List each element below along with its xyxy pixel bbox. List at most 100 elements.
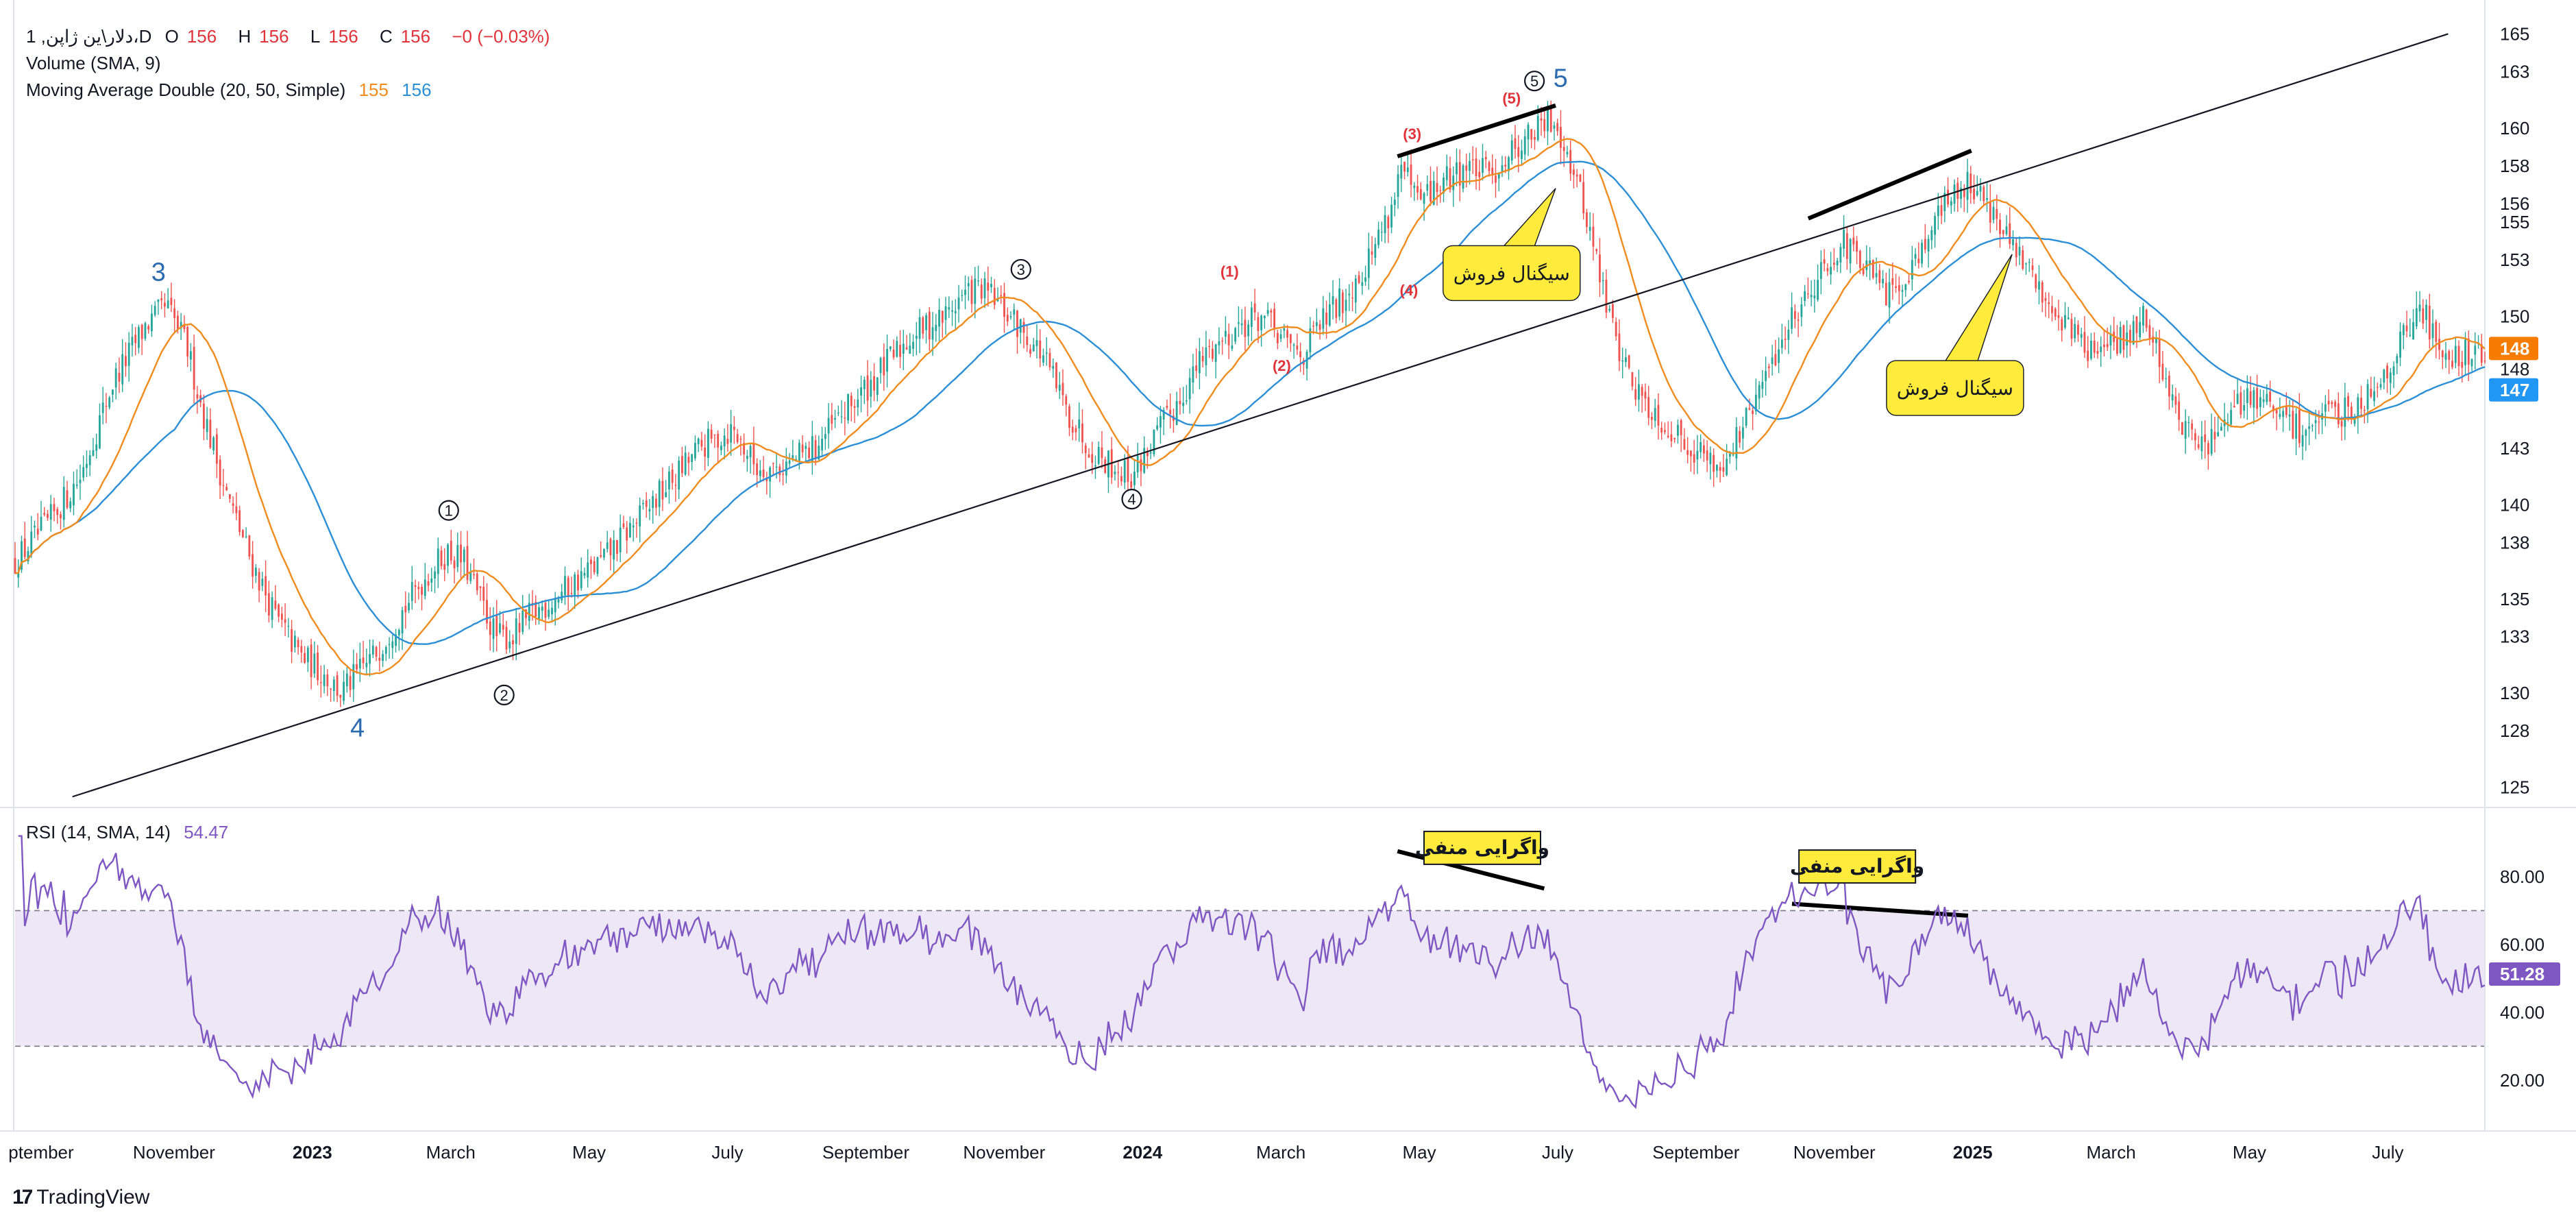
candle-body xyxy=(23,538,26,557)
candle-body xyxy=(1273,308,1276,330)
candle-body xyxy=(1680,420,1682,435)
candle-body xyxy=(785,461,787,476)
candle-body xyxy=(69,501,72,509)
candle-body xyxy=(2074,324,2076,339)
candle-body xyxy=(134,335,137,343)
divergence-lines[interactable] xyxy=(1397,104,1972,918)
candle-body xyxy=(1045,352,1048,354)
candle-body xyxy=(17,572,20,578)
rsi-tick-label: 20.00 xyxy=(2500,1070,2544,1091)
candle-body xyxy=(951,310,953,312)
candle-body xyxy=(140,324,143,339)
candle-body xyxy=(847,393,850,421)
candle-body xyxy=(1000,295,1003,297)
candle-body xyxy=(1508,157,1510,171)
candle-body xyxy=(1497,173,1500,179)
rsi-tick-label: 40.00 xyxy=(2500,1002,2544,1023)
legend-rsi-row[interactable]: RSI (14, SMA, 14) 54.47 xyxy=(26,822,236,843)
candle-body xyxy=(319,682,322,683)
time-tick-label: March xyxy=(1256,1142,1305,1163)
candle-body xyxy=(1989,201,1991,223)
candle-body xyxy=(1022,321,1025,333)
candle-body xyxy=(1999,219,2001,234)
candle-body xyxy=(99,415,101,449)
candle-body xyxy=(593,561,596,572)
candle-body xyxy=(2031,265,2034,270)
candle-body xyxy=(1078,419,1081,428)
candle-body xyxy=(1947,189,1949,205)
wave-label: 4 xyxy=(350,714,365,743)
candle-body xyxy=(1097,446,1100,464)
candle-body xyxy=(1257,317,1260,331)
candle-body xyxy=(922,317,924,334)
tradingview-brand[interactable]: 17 TradingView xyxy=(12,1186,149,1209)
rsi-badge-bg xyxy=(2489,962,2560,986)
candle-body xyxy=(1406,167,1409,173)
candle-body xyxy=(645,500,648,507)
candle-body xyxy=(915,335,918,339)
candle-body xyxy=(2191,423,2194,430)
candle-body xyxy=(931,327,934,340)
candle-body xyxy=(232,503,234,506)
candle-body xyxy=(2389,372,2392,383)
time-axis[interactable]: ptember November 2023 March May July September… xyxy=(8,1142,2403,1163)
candle-body xyxy=(1227,334,1230,345)
candle-body xyxy=(2253,390,2255,408)
callouts[interactable]: سیگنال فروش سیگنال فروش واگرایی منفی واگرای… xyxy=(1415,188,2024,884)
candle-body xyxy=(2399,331,2401,358)
candle-body xyxy=(1888,282,1891,308)
candle-body xyxy=(2145,309,2148,328)
candle-body xyxy=(1286,330,1289,338)
candle-body xyxy=(1140,459,1142,472)
candle-body xyxy=(1016,311,1018,337)
candle-body xyxy=(228,494,231,499)
candle-body xyxy=(1309,328,1312,353)
candle-body xyxy=(834,417,837,420)
price-badge-blue: 147 xyxy=(2489,378,2538,402)
time-tick-label: July xyxy=(711,1142,743,1163)
candle-body xyxy=(1628,355,1630,368)
tradingview-logo-icon: 17 xyxy=(12,1186,33,1208)
candle-body xyxy=(2230,410,2233,425)
candle-body xyxy=(1573,169,1575,175)
candle-body xyxy=(332,679,335,692)
candle-body xyxy=(1504,165,1507,167)
candle-body xyxy=(1615,321,1617,337)
price-tick-label: 130 xyxy=(2500,683,2529,703)
candle-body xyxy=(1397,174,1399,197)
candle-body xyxy=(1830,267,1832,275)
candle-body xyxy=(127,342,130,366)
candle-body xyxy=(1940,205,1943,216)
legend-ma-row[interactable]: Moving Average Double (20, 50, Simple) 1… xyxy=(26,80,440,101)
candle-body xyxy=(2057,315,2060,318)
candle-body xyxy=(343,681,345,701)
candle-body xyxy=(317,652,319,681)
candle-body xyxy=(118,372,121,382)
candle-body xyxy=(1719,467,1721,471)
candle-body xyxy=(1650,416,1653,420)
candle-body xyxy=(1387,217,1390,229)
candle-body xyxy=(417,587,420,590)
candle-body xyxy=(2210,428,2213,454)
candle-body xyxy=(1371,251,1373,255)
candle-body xyxy=(1625,357,1627,363)
sell-signal-callout xyxy=(1886,360,2024,416)
candle-body xyxy=(1976,191,1978,195)
candle-body xyxy=(2240,392,2242,415)
legend-volume-row[interactable]: Volume (SMA, 9) xyxy=(26,53,169,74)
candle-body xyxy=(726,439,729,444)
symbol-name: 1 ,دلار\ین ژاپن،D xyxy=(26,26,152,47)
rsi-axis[interactable]: 20.00 40.00 60.00 80.00 51.28 xyxy=(2489,866,2560,1091)
trendline[interactable] xyxy=(72,33,2449,798)
time-tick-label: November xyxy=(133,1142,215,1163)
candle-body xyxy=(388,644,391,645)
candle-body xyxy=(2093,340,2096,353)
candle-body xyxy=(658,481,661,507)
candle-body xyxy=(1390,204,1393,228)
price-tick-label: 163 xyxy=(2500,61,2529,82)
candle-body xyxy=(2168,376,2170,397)
candle-body xyxy=(993,288,996,305)
candle-body xyxy=(879,358,882,374)
